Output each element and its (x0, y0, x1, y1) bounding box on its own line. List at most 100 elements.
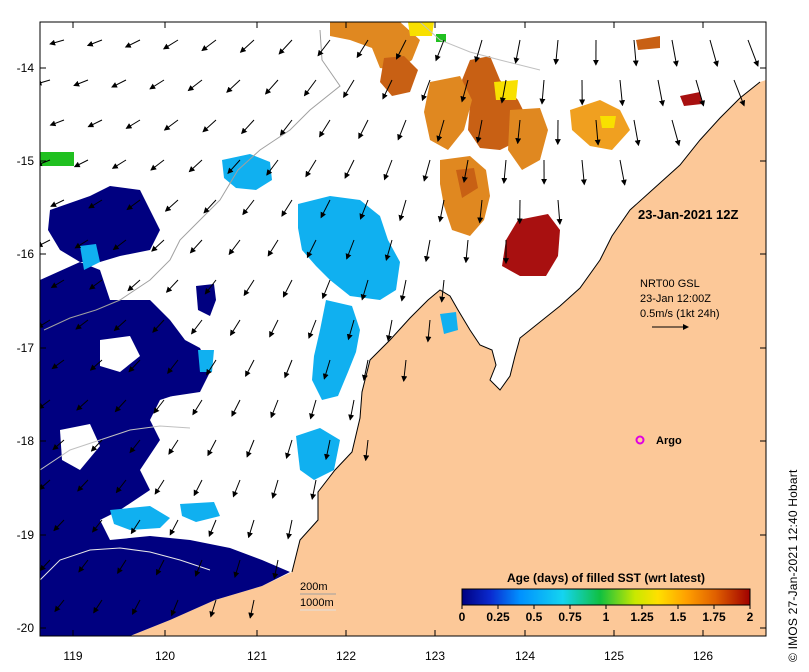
wind-arrow (439, 279, 446, 303)
colorbar-tick-label: 1.5 (670, 610, 687, 624)
wind-arrow (422, 159, 431, 182)
lon-tick-label: 125 (604, 649, 624, 663)
wind-arrow (307, 319, 317, 339)
wind-arrow (202, 119, 217, 133)
wind-arrow (73, 159, 89, 168)
wind-arrow (228, 239, 241, 256)
wind-arrow (285, 439, 293, 460)
wind-arrow (227, 159, 241, 175)
wind-arrow (233, 559, 241, 579)
isobath-label-1000m: 1000m (300, 597, 334, 609)
wind-arrow (272, 559, 279, 580)
wind-arrow (207, 439, 217, 457)
wind-arrow (206, 359, 217, 376)
wind-arrow (632, 39, 639, 67)
wind-arrow (40, 479, 51, 491)
wind-arrow (40, 559, 51, 572)
wind-vectors (40, 39, 759, 619)
wind-arrow (111, 159, 127, 169)
wind-arrow (320, 199, 331, 219)
wind-arrow (208, 519, 217, 538)
wind-arrow (232, 479, 241, 498)
wind-arrow (93, 599, 103, 614)
isobath-1000m (40, 22, 541, 471)
wind-arrow (165, 279, 179, 293)
wind-arrow (49, 119, 65, 127)
wind-arrow (125, 119, 141, 129)
colorbar-tick-label: 1 (603, 610, 610, 624)
argo-marker-icon (635, 435, 645, 445)
wind-arrow (229, 319, 241, 337)
wind-arrow (383, 159, 393, 181)
wind-arrow (246, 439, 255, 458)
wind-arrow (282, 279, 293, 298)
colorbar-title: Age (days) of filled SST (wrt latest) (507, 571, 705, 585)
wind-arrow (398, 199, 407, 222)
wind-arrow (435, 39, 445, 62)
wind-arrow (709, 39, 719, 67)
wind-arrow (580, 159, 587, 186)
wind-arrow (356, 39, 369, 59)
wind-arrow (319, 119, 331, 138)
wind-arrow (188, 159, 203, 173)
wind-arrow (343, 79, 355, 99)
wind-arrow (78, 559, 89, 573)
wind-arrow (271, 479, 279, 499)
coastline (291, 81, 761, 573)
wind-arrow (283, 359, 293, 379)
wind-arrow (460, 79, 469, 103)
wind-arrow (89, 359, 103, 371)
wind-arrow (657, 79, 665, 107)
wind-arrow (477, 199, 484, 224)
lon-tick-label: 122 (336, 649, 356, 663)
wind-arrow (130, 519, 141, 535)
colorbar-tick-label: 2 (747, 610, 754, 624)
wind-arrow (150, 159, 165, 171)
wind-arrow (168, 439, 179, 455)
colorbar-tick-label: 1.75 (702, 610, 726, 624)
wind-arrow (303, 79, 317, 97)
colorbar-tick-label: 1.25 (630, 610, 654, 624)
wind-legend-scale: 0.5m/s (1kt 24h) (640, 308, 719, 320)
wind-arrow (164, 199, 179, 212)
argo-label: Argo (656, 435, 682, 447)
wind-arrow (90, 439, 103, 452)
colorbar-tick-label: 0.5 (526, 610, 543, 624)
lon-tick-label: 126 (693, 649, 713, 663)
wind-arrow (358, 119, 369, 140)
lat-tick-label: -17 (17, 341, 35, 355)
wind-arrow (363, 439, 370, 462)
wind-arrow (463, 239, 470, 264)
wind-arrow (360, 279, 369, 301)
wind-arrow (425, 319, 432, 343)
wind-arrow (40, 159, 51, 167)
wind-arrow (266, 159, 279, 176)
wind-arrow (317, 39, 331, 57)
wind-arrow (242, 199, 255, 216)
wind-arrow (154, 479, 165, 495)
isobath-legend: 200m 1000m (300, 581, 336, 611)
wind-arrow (52, 439, 65, 451)
wind-arrow (671, 39, 679, 67)
wind-arrow (396, 39, 407, 60)
wind-arrow (671, 119, 681, 147)
colorbar-gradient (461, 588, 751, 606)
wind-arrow (321, 279, 331, 300)
wind-arrow (192, 399, 203, 416)
wind-arrow (382, 79, 393, 100)
plot-frame (39, 21, 767, 637)
wind-arrow (306, 239, 317, 259)
wind-arrow (310, 479, 317, 500)
latitude-axis: -14 -15 -16 -17 -18 -19 -20 (17, 61, 35, 635)
wind-arrow (127, 279, 141, 292)
wind-arrow (87, 119, 103, 128)
wind-arrow (461, 159, 469, 183)
colorbar-tick-label: 0.75 (558, 610, 582, 624)
wind-arrow (231, 399, 241, 417)
wind-legend: NRT00 GSL 23-Jan 12:00Z 0.5m/s (1kt 24h) (640, 278, 719, 330)
wind-arrow (239, 39, 255, 53)
wind-arrow (421, 79, 431, 102)
lat-tick-label: -15 (17, 154, 35, 168)
wind-arrow (264, 79, 279, 95)
wind-arrow (346, 319, 355, 341)
